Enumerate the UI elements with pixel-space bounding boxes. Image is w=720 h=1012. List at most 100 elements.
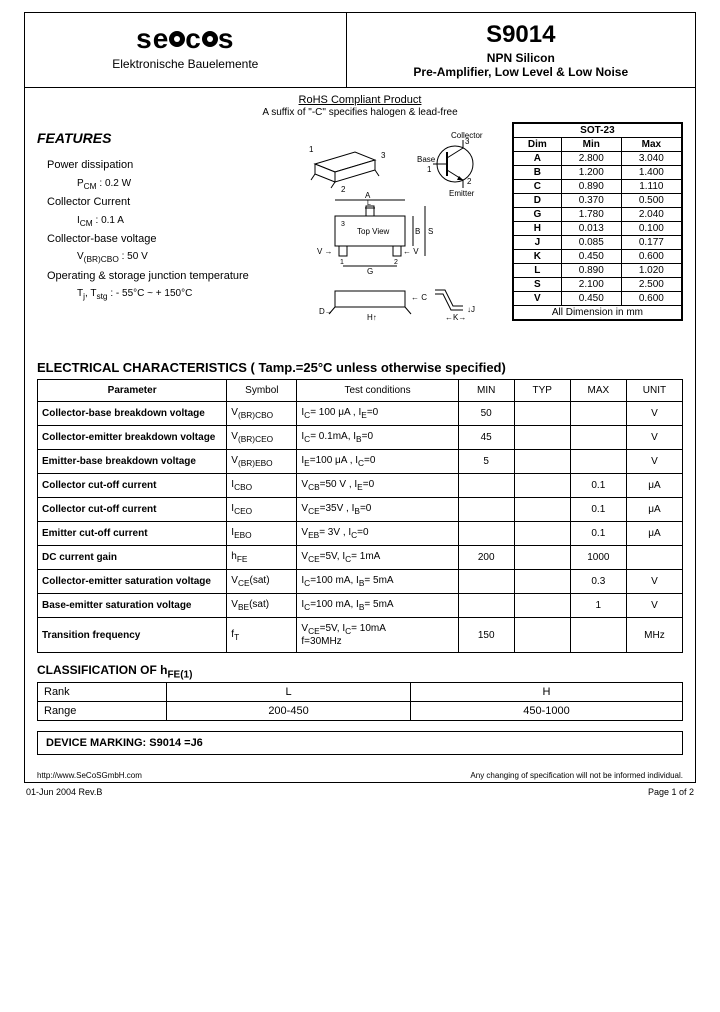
dim-cell: K [513,250,562,264]
dim-cell: C [513,180,562,194]
subtitle-1: NPN Silicon [355,51,687,65]
dim-row: J0.0850.177 [513,236,682,250]
elec-cond: VCE=5V, IC= 1mA [297,546,458,570]
dim-cell: S [513,278,562,292]
dim-cell: 1.400 [621,166,682,180]
rohs-line: RoHS Compliant Product [37,94,683,106]
elec-h: Symbol [227,380,297,402]
elec-min: 50 [458,402,514,426]
elec-typ [514,426,570,450]
dim-cell: 0.100 [621,222,682,236]
class-cell: L [167,683,411,702]
dim-cell: 1.110 [621,180,682,194]
elec-typ [514,402,570,426]
feature-value: PCM : 0.2 W [47,175,278,193]
dim-row: C0.8901.110 [513,180,682,194]
dim-row: D0.3700.500 [513,194,682,208]
footer-note: Any changing of specification will not b… [470,771,683,780]
dim-cell: H [513,222,562,236]
header-left: secs Elektronische Bauelemente [25,13,347,87]
elec-param: Collector cut-off current [38,474,227,498]
elec-typ [514,498,570,522]
svg-text:1: 1 [309,145,314,154]
dim-cell: 0.450 [561,292,621,306]
dim-cell: 0.450 [561,250,621,264]
dim-cell: 2.040 [621,208,682,222]
pkg-title: SOT-23 [513,123,682,138]
svg-text:L: L [367,200,371,207]
elec-row: Transition frequencyfTVCE=5V, IC= 10mAf=… [38,618,683,653]
feature-value: Tj, Tstg : - 55°C ~ + 150°C [47,285,278,303]
elec-cond: VCE=5V, IC= 10mAf=30MHz [297,618,458,653]
elec-unit [626,546,682,570]
elec-sym: VCE(sat) [227,570,297,594]
dim-cell: D [513,194,562,208]
elec-sym: VBE(sat) [227,594,297,618]
dim-cell: B [513,166,562,180]
elec-max: 0.1 [570,522,626,546]
svg-text:Base: Base [417,155,436,164]
elec-row: Collector-base breakdown voltageV(BR)CBO… [38,402,683,426]
company-logo: secs [33,23,338,55]
feature-value: V(BR)CBO : 50 V [47,248,278,266]
company-tagline: Elektronische Bauelemente [33,57,338,71]
footer-date: 01-Jun 2004 Rev.B [26,787,102,797]
elec-cond: IE=100 μA , IC=0 [297,450,458,474]
dim-cell: G [513,208,562,222]
dim-row: L0.8901.020 [513,264,682,278]
part-number: S9014 [355,21,687,49]
elec-param: Transition frequency [38,618,227,653]
elec-min [458,570,514,594]
elec-min: 200 [458,546,514,570]
inner-footer: http://www.SeCoSGmbH.com Any changing of… [25,767,695,782]
elec-min: 45 [458,426,514,450]
dim-cell: 0.600 [621,292,682,306]
elec-max [570,450,626,474]
elec-sym: ICBO [227,474,297,498]
svg-text:D→: D→ [319,307,333,316]
elec-typ [514,546,570,570]
feature-label: Operating & storage junction temperature [47,267,278,286]
device-marking: DEVICE MARKING: S9014 =J6 [37,731,683,755]
svg-text:1: 1 [340,259,344,266]
svg-text:← C: ← C [411,293,427,302]
class-row: Range200-450450-1000 [38,702,683,721]
svg-text:↓J: ↓J [467,305,475,314]
elec-max [570,402,626,426]
elec-param: Collector cut-off current [38,498,227,522]
elec-row: Collector-emitter breakdown voltageV(BR)… [38,426,683,450]
elec-cond: VCE=35V , IB=0 [297,498,458,522]
svg-text:1: 1 [427,165,432,174]
diagram-column: 1 2 3 [284,122,506,336]
elec-typ [514,570,570,594]
class-cell: 200-450 [167,702,411,721]
elec-param: Emitter cut-off current [38,522,227,546]
feature-value: ICM : 0.1 A [47,212,278,230]
elec-unit: V [626,450,682,474]
elec-unit: V [626,570,682,594]
elec-cond: VCB=50 V , IE=0 [297,474,458,498]
elec-param: Collector-emitter breakdown voltage [38,426,227,450]
svg-text:3: 3 [341,221,345,228]
elec-row: Base-emitter saturation voltageVBE(sat)I… [38,594,683,618]
elec-max: 0.3 [570,570,626,594]
elec-cond: IC=100 mA, IB= 5mA [297,594,458,618]
elec-row: Emitter cut-off currentIEBOVEB= 3V , IC=… [38,522,683,546]
elec-min [458,594,514,618]
header-right: S9014 NPN Silicon Pre-Amplifier, Low Lev… [347,13,695,87]
elec-unit: V [626,402,682,426]
svg-text:2: 2 [341,185,346,194]
elec-row: Collector-emitter saturation voltageVCE(… [38,570,683,594]
page: secs Elektronische Bauelemente S9014 NPN… [0,0,720,809]
elec-param: Emitter-base breakdown voltage [38,450,227,474]
classification-title: CLASSIFICATION OF hFE(1) [37,663,683,680]
elec-sym: ICEO [227,498,297,522]
svg-text:Top View: Top View [357,227,390,236]
elec-min [458,522,514,546]
svg-text:← V: ← V [403,247,419,256]
elec-param: Collector-emitter saturation voltage [38,570,227,594]
elec-h: Test conditions [297,380,458,402]
elec-min [458,474,514,498]
elec-unit: μA [626,474,682,498]
dim-cell: 2.100 [561,278,621,292]
